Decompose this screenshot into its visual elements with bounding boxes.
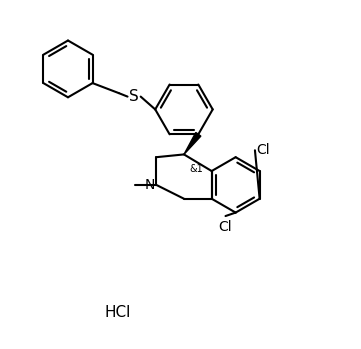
Text: S: S bbox=[129, 89, 139, 104]
Text: Cl: Cl bbox=[257, 143, 270, 157]
Text: HCl: HCl bbox=[105, 305, 131, 320]
Polygon shape bbox=[184, 133, 201, 154]
Text: &1: &1 bbox=[190, 164, 204, 174]
Text: Cl: Cl bbox=[219, 220, 232, 234]
Text: N: N bbox=[144, 178, 155, 192]
